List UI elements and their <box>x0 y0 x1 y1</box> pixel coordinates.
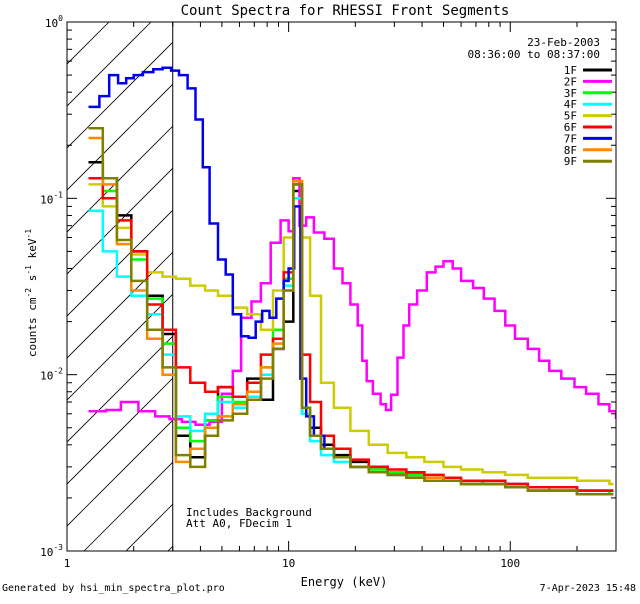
hatch-line <box>67 209 173 317</box>
series-line-1F <box>88 161 614 492</box>
hatch-line <box>67 419 173 527</box>
legend-label-4F: 4F <box>564 98 577 111</box>
legend-date: 23-Feb-2003 <box>527 36 600 49</box>
legend-label-7F: 7F <box>564 132 577 145</box>
legend-label-1F: 1F <box>564 64 577 77</box>
legend-label-5F: 5F <box>564 110 577 123</box>
x-tick-label: 100 <box>500 557 520 570</box>
y-tick-label: 10-1 <box>40 190 63 206</box>
legend-label-8F: 8F <box>564 144 577 157</box>
hatch-line <box>67 41 173 149</box>
legend-time-range: 08:36:00 to 08:37:00 <box>468 48 600 61</box>
hatch-line <box>67 251 173 359</box>
chart-note: Includes Background <box>186 506 312 519</box>
legend-label-2F: 2F <box>564 75 577 88</box>
y-axis-label: counts cm-2 s-1 keV-1 <box>24 229 39 357</box>
legend-label-9F: 9F <box>564 155 577 168</box>
footer-generated-by: Generated by hsi_min_spectra_plot.pro <box>2 583 225 594</box>
series-line-9F <box>88 126 614 496</box>
series-layer <box>88 66 616 496</box>
x-tick-label: 1 <box>64 557 71 570</box>
axes: 1 10 100 10-3 10-2 10-1 100 <box>40 14 617 570</box>
hatch-line <box>83 461 173 551</box>
series-line-5F <box>88 179 614 486</box>
legend-label-3F: 3F <box>564 87 577 100</box>
chart-note: Att A0, FDecim 1 <box>186 517 292 530</box>
hatch-line <box>67 22 152 107</box>
legend-label-6F: 6F <box>564 121 577 134</box>
hatch-line <box>67 83 173 191</box>
series-line-2F <box>88 176 616 426</box>
series-line-3F <box>88 176 614 496</box>
hatch-line <box>67 377 173 485</box>
y-tick-label: 10-3 <box>40 543 63 559</box>
hatch-line <box>67 167 173 275</box>
y-tick-label: 10-2 <box>40 367 63 383</box>
series-line-8F <box>88 136 614 496</box>
footer-timestamp: 7-Apr-2023 15:48 <box>539 583 636 594</box>
x-tick-label: 10 <box>282 557 295 570</box>
x-axis-label: Energy (keV) <box>301 575 388 589</box>
hatch-line <box>67 22 110 65</box>
chart-title: Count Spectra for RHESSI Front Segments <box>181 3 510 19</box>
plot-frame <box>66 21 617 552</box>
y-tick-label: 100 <box>45 14 63 30</box>
hatched-region <box>67 22 174 551</box>
